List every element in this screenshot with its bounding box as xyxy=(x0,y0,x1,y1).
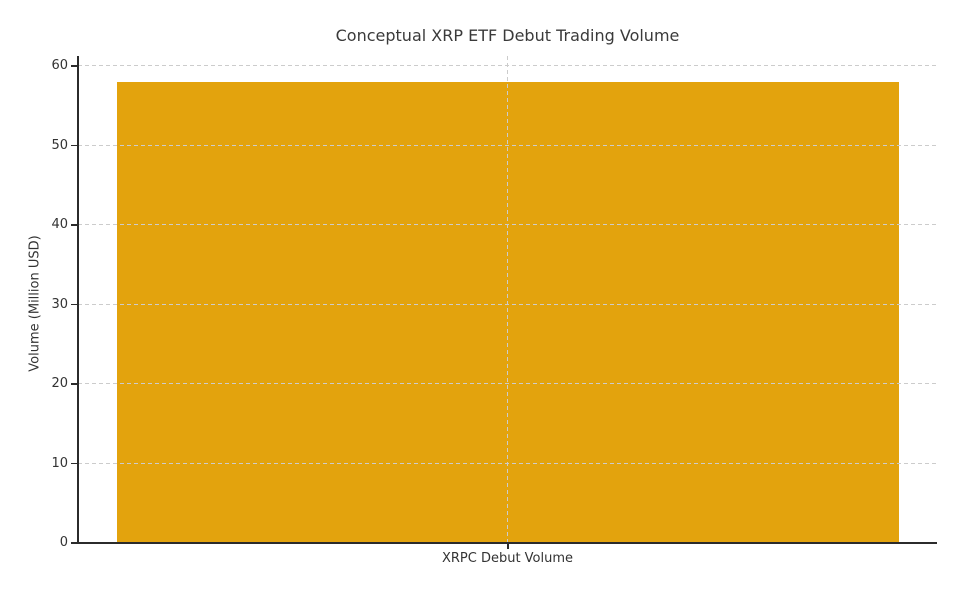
y-tick-label-30: 30 xyxy=(51,296,68,312)
y-tick-label-40: 40 xyxy=(51,217,68,232)
y-tick-mark-30 xyxy=(71,303,77,306)
y-tick-mark-60 xyxy=(71,65,77,67)
chart-title: Conceptual XRP ETF Debut Trading Volume xyxy=(335,26,680,45)
y-tick-label-20: 20 xyxy=(51,376,68,391)
y-tick-mark-10 xyxy=(71,462,77,465)
y-tick-label-10: 10 xyxy=(51,455,68,471)
y-tick-mark-40 xyxy=(71,224,77,226)
y-tick-mark-50 xyxy=(71,144,77,147)
y-axis-spine xyxy=(77,56,79,543)
x-gridline-category-center xyxy=(507,56,508,543)
y-tick-label-0: 0 xyxy=(59,535,68,550)
y-tick-label-60: 60 xyxy=(51,58,68,73)
y-tick-mark-0 xyxy=(71,542,77,544)
x-tick-mark xyxy=(507,543,509,549)
plot-area xyxy=(78,56,937,543)
x-tick-label: XRPC Debut Volume xyxy=(441,551,574,566)
y-tick-mark-20 xyxy=(71,383,77,385)
y-tick-label-50: 50 xyxy=(51,137,68,153)
